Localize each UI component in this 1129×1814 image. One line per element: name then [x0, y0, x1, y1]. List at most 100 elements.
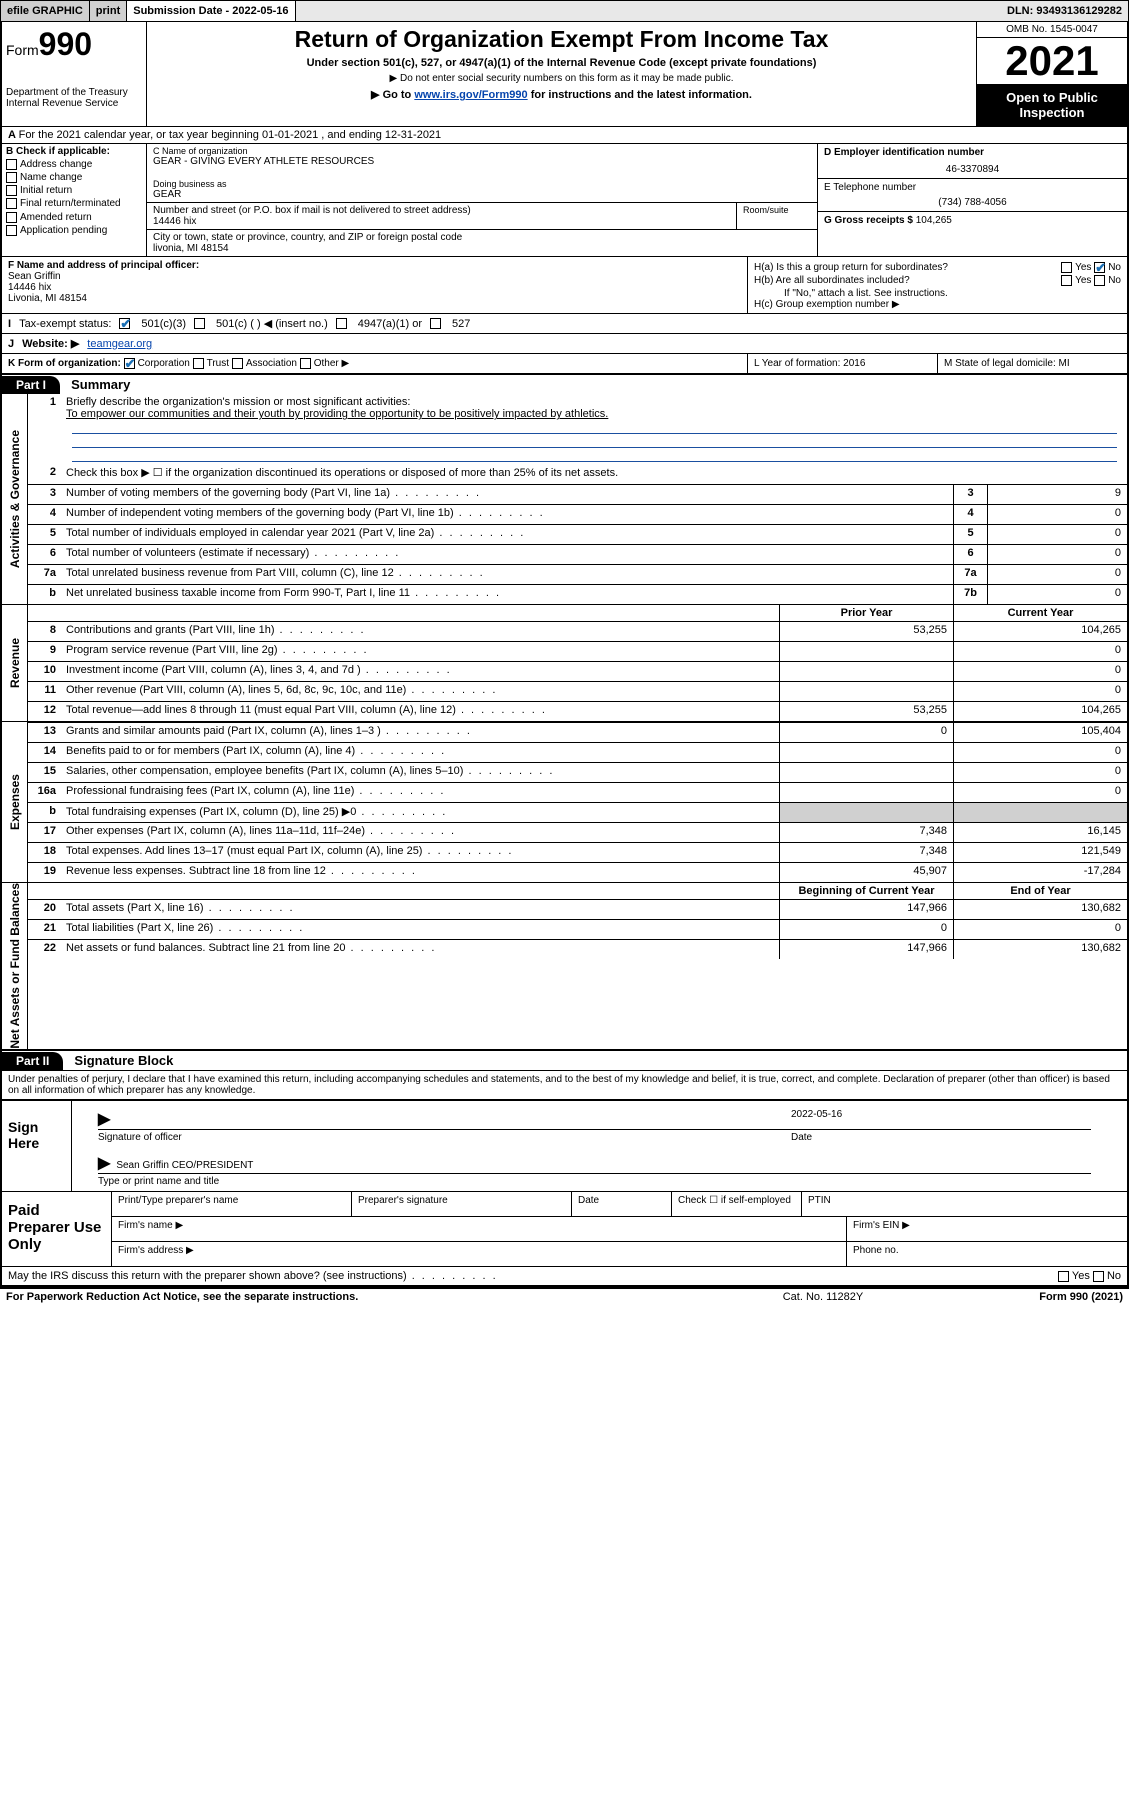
- summary-line: 6Total number of volunteers (estimate if…: [28, 544, 1127, 564]
- financial-line: 9Program service revenue (Part VIII, lin…: [28, 641, 1127, 661]
- summary-line: bNet unrelated business taxable income f…: [28, 584, 1127, 604]
- revenue-section: Revenue Prior Year Current Year 8Contrib…: [2, 604, 1127, 721]
- row-j: J Website: ▶ teamgear.org: [2, 333, 1127, 353]
- dba-name: GEAR: [153, 189, 811, 200]
- section-b: B Check if applicable: Address change Na…: [2, 144, 147, 256]
- mission-text: To empower our communities and their you…: [66, 408, 608, 420]
- sig-officer-label: Signature of officer: [98, 1132, 791, 1143]
- paid-preparer-block: Paid Preparer Use Only Print/Type prepar…: [2, 1191, 1127, 1266]
- financial-line: 11Other revenue (Part VIII, column (A), …: [28, 681, 1127, 701]
- cb-501c[interactable]: [194, 318, 205, 329]
- financial-line: 22Net assets or fund balances. Subtract …: [28, 939, 1127, 959]
- street-address: 14446 hix: [153, 216, 730, 227]
- line1-label: Briefly describe the organization's miss…: [66, 396, 410, 408]
- cb-501c3[interactable]: [119, 318, 130, 329]
- section-h: H(a) Is this a group return for subordin…: [747, 257, 1127, 313]
- gross-receipts: 104,265: [916, 215, 952, 226]
- omb-number: OMB No. 1545-0047: [977, 22, 1127, 38]
- paperwork-notice: For Paperwork Reduction Act Notice, see …: [6, 1291, 723, 1303]
- instructions-link-row: ▶ Go to www.irs.gov/Form990 for instruct…: [155, 88, 968, 101]
- officer-name: Sean Griffin: [8, 271, 61, 282]
- header-center: Return of Organization Exempt From Incom…: [147, 22, 977, 126]
- form-number: Form990: [6, 26, 142, 63]
- cb-corp[interactable]: [124, 358, 135, 369]
- prep-ptin-hdr: PTIN: [802, 1192, 1127, 1216]
- firm-ein-label: Firm's EIN ▶: [847, 1217, 1127, 1241]
- section-d: D Employer identification number 46-3370…: [818, 144, 1127, 179]
- efile-button[interactable]: efile GRAPHIC: [1, 1, 90, 21]
- cb-name-change[interactable]: Name change: [6, 172, 142, 183]
- cb-amended[interactable]: Amended return: [6, 212, 142, 223]
- cb-initial-return[interactable]: Initial return: [6, 185, 142, 196]
- cb-address-change[interactable]: Address change: [6, 159, 142, 170]
- room-cell: Room/suite: [737, 203, 817, 229]
- firm-name-label: Firm's name ▶: [112, 1217, 847, 1241]
- section-deg: D Employer identification number 46-3370…: [817, 144, 1127, 256]
- ssn-note: ▶ Do not enter social security numbers o…: [155, 73, 968, 84]
- section-g: G Gross receipts $ 104,265: [818, 212, 1127, 229]
- financial-line: 21Total liabilities (Part X, line 26)00: [28, 919, 1127, 939]
- city-state-zip: livonia, MI 48154: [153, 243, 811, 254]
- summary-line: 3Number of voting members of the governi…: [28, 484, 1127, 504]
- cb-trust[interactable]: [193, 358, 204, 369]
- cb-discuss-no[interactable]: [1093, 1271, 1104, 1282]
- section-f: F Name and address of principal officer:…: [2, 257, 747, 313]
- financial-line: 12Total revenue—add lines 8 through 11 (…: [28, 701, 1127, 721]
- cb-app-pending[interactable]: Application pending: [6, 225, 142, 236]
- open-inspection: Open to Public Inspection: [977, 84, 1127, 126]
- org-name-cell: C Name of organization GEAR - GIVING EVE…: [147, 144, 817, 203]
- prep-date-hdr: Date: [572, 1192, 672, 1216]
- cb-other[interactable]: [300, 358, 311, 369]
- prep-name-hdr: Print/Type preparer's name: [112, 1192, 352, 1216]
- officer-addr1: 14446 hix: [8, 282, 51, 293]
- financial-line: 8Contributions and grants (Part VIII, li…: [28, 621, 1127, 641]
- discuss-row: May the IRS discuss this return with the…: [2, 1266, 1127, 1285]
- netassets-section: Net Assets or Fund Balances Beginning of…: [2, 882, 1127, 1049]
- summary-line: 4Number of independent voting members of…: [28, 504, 1127, 524]
- firm-addr-label: Firm's address ▶: [112, 1242, 847, 1266]
- line2-text: Check this box ▶ ☐ if the organization d…: [62, 464, 1127, 484]
- part1-header: Part I Summary: [2, 373, 1127, 394]
- row-i: I Tax-exempt status: 501(c)(3) 501(c) ( …: [2, 313, 1127, 333]
- cb-assoc[interactable]: [232, 358, 243, 369]
- part2-header: Part II Signature Block: [2, 1049, 1127, 1070]
- phone-value: (734) 788-4056: [824, 197, 1121, 208]
- city-cell: City or town, state or province, country…: [147, 230, 817, 256]
- section-c: C Name of organization GEAR - GIVING EVE…: [147, 144, 817, 256]
- cb-527[interactable]: [430, 318, 441, 329]
- cb-final-return[interactable]: Final return/terminated: [6, 198, 142, 209]
- financial-line: 14Benefits paid to or for members (Part …: [28, 742, 1127, 762]
- governance-section: Activities & Governance 1 Briefly descri…: [2, 394, 1127, 604]
- sig-date-value: 2022-05-16: [791, 1109, 1091, 1129]
- form-subtitle: Under section 501(c), 527, or 4947(a)(1)…: [155, 57, 968, 69]
- side-governance: Activities & Governance: [2, 394, 28, 604]
- col-begin: Beginning of Current Year: [779, 883, 953, 899]
- summary-line: 7aTotal unrelated business revenue from …: [28, 564, 1127, 584]
- financial-line: 10Investment income (Part VIII, column (…: [28, 661, 1127, 681]
- sig-date-label: Date: [791, 1132, 1091, 1143]
- cb-discuss-yes[interactable]: [1058, 1271, 1069, 1282]
- officer-printed: Sean Griffin CEO/PRESIDENT: [116, 1160, 253, 1171]
- ein-value: 46-3370894: [824, 164, 1121, 175]
- phone-label: Phone no.: [847, 1242, 1127, 1266]
- submission-date: Submission Date - 2022-05-16: [127, 1, 295, 21]
- penalty-text: Under penalties of perjury, I declare th…: [2, 1070, 1127, 1099]
- website-link[interactable]: teamgear.org: [87, 338, 152, 350]
- tax-year: 2021: [977, 38, 1127, 84]
- sig-name-label: Type or print name and title: [98, 1176, 1121, 1187]
- hb-note: If "No," attach a list. See instructions…: [754, 288, 1121, 299]
- prep-sig-hdr: Preparer's signature: [352, 1192, 572, 1216]
- section-k: K Form of organization: Corporation Trus…: [2, 354, 747, 373]
- cb-4947[interactable]: [336, 318, 347, 329]
- financial-line: 18Total expenses. Add lines 13–17 (must …: [28, 842, 1127, 862]
- form-header: Form990 Department of the Treasury Inter…: [2, 22, 1127, 126]
- form-container: Form990 Department of the Treasury Inter…: [0, 22, 1129, 1287]
- financial-line: bTotal fundraising expenses (Part IX, co…: [28, 802, 1127, 822]
- org-name: GEAR - GIVING EVERY ATHLETE RESOURCES: [153, 156, 811, 167]
- irs-link[interactable]: www.irs.gov/Form990: [414, 89, 527, 101]
- print-button[interactable]: print: [90, 1, 127, 21]
- col-prior: Prior Year: [779, 605, 953, 621]
- financial-line: 17Other expenses (Part IX, column (A), l…: [28, 822, 1127, 842]
- top-toolbar: efile GRAPHIC print Submission Date - 20…: [0, 0, 1129, 22]
- dept-label: Department of the Treasury: [6, 87, 142, 98]
